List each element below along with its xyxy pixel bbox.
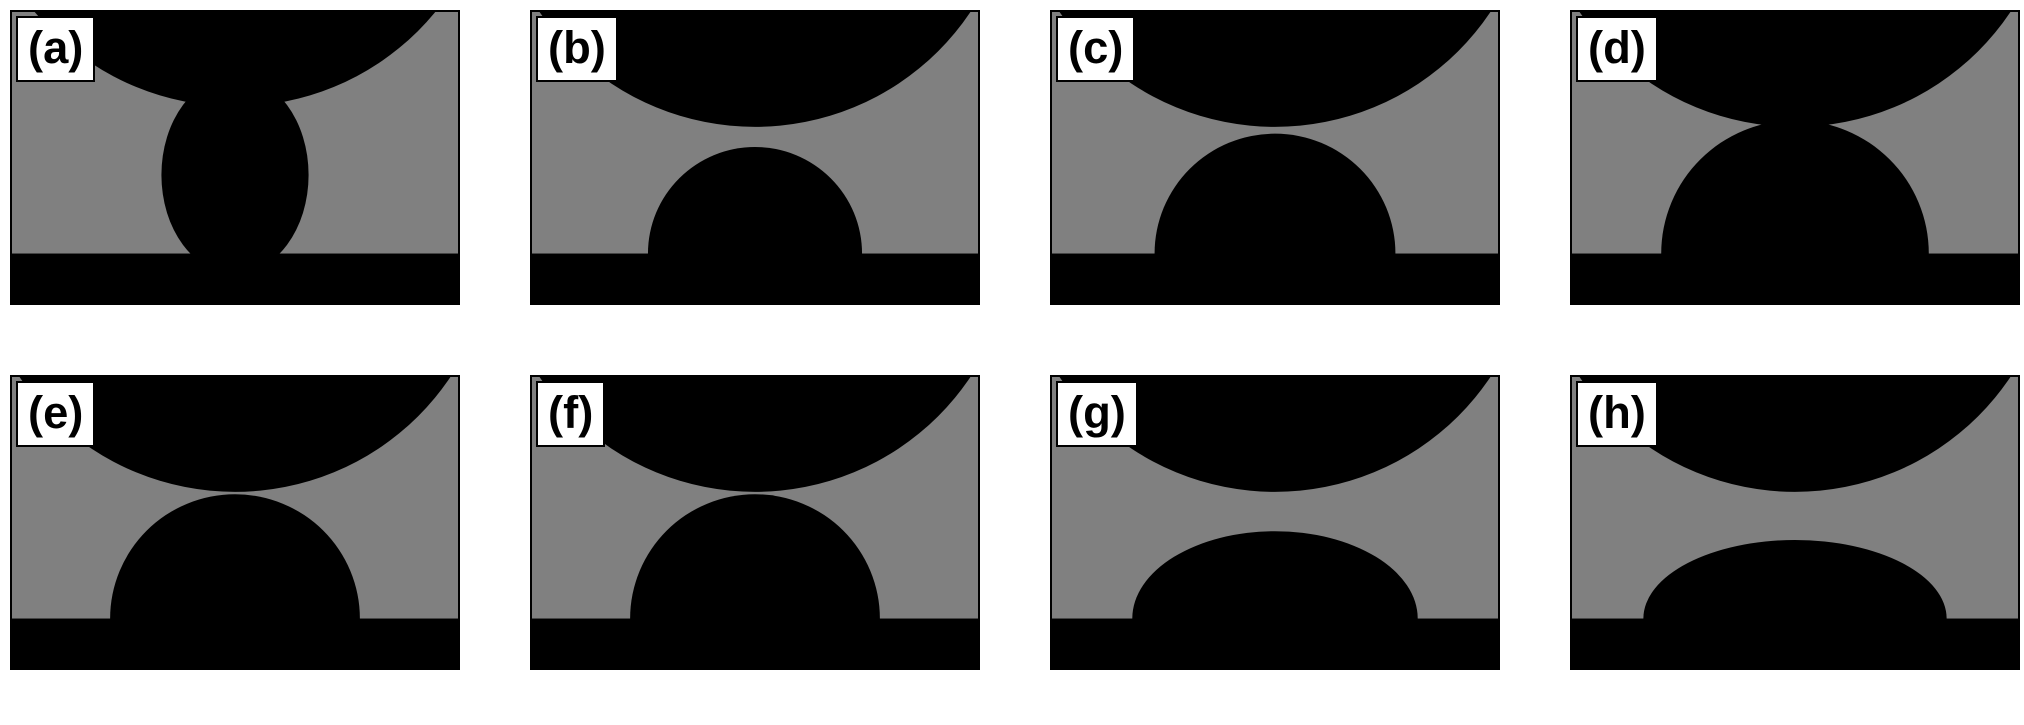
panel-label-f: (f) [536, 381, 605, 447]
panel-label-b: (b) [536, 16, 618, 82]
panel-label-text: (b) [548, 22, 606, 73]
panel-a: (a) [10, 10, 460, 305]
panel-label-text: (e) [28, 387, 83, 438]
panel-label-text: (d) [1588, 22, 1646, 73]
figure-grid: (a) (b) (c) (d) (e) (f) (g) (h) [0, 0, 2024, 725]
panel-label-text: (g) [1068, 387, 1126, 438]
panel-label-text: (h) [1588, 387, 1646, 438]
panel-label-a: (a) [16, 16, 95, 82]
panel-b: (b) [530, 10, 980, 305]
panel-label-d: (d) [1576, 16, 1658, 82]
panel-label-text: (c) [1068, 22, 1123, 73]
panel-h: (h) [1570, 375, 2020, 670]
panel-g: (g) [1050, 375, 1500, 670]
panel-f: (f) [530, 375, 980, 670]
panel-label-h: (h) [1576, 381, 1658, 447]
droplet [161, 76, 308, 274]
panel-label-text: (f) [548, 387, 593, 438]
panel-d: (d) [1570, 10, 2020, 305]
panel-label-text: (a) [28, 22, 83, 73]
panel-label-g: (g) [1056, 381, 1138, 447]
panel-e: (e) [10, 375, 460, 670]
panel-label-e: (e) [16, 381, 95, 447]
panel-c: (c) [1050, 10, 1500, 305]
panel-label-c: (c) [1056, 16, 1135, 82]
